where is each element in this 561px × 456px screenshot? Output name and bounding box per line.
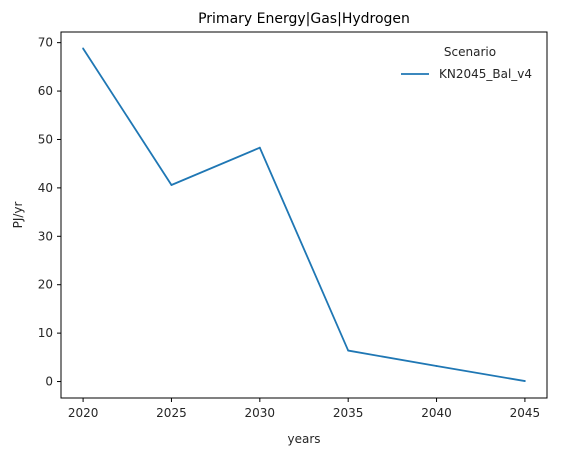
x-tick-label: 2045	[510, 406, 541, 420]
series-layer	[82, 47, 526, 382]
data-point	[170, 184, 173, 186]
x-tick-label: 2030	[245, 406, 276, 420]
legend: Scenario KN2045_Bal_v4	[401, 45, 532, 81]
x-tick-label: 2035	[333, 406, 364, 420]
x-tick-label: 2020	[68, 406, 99, 420]
y-axis-label: PJ/yr	[11, 202, 25, 229]
x-axis-label: years	[287, 432, 320, 446]
y-tick-label: 10	[38, 326, 53, 340]
data-point	[347, 349, 350, 352]
x-axis: 2020 2025 2030 2035 2040 2045	[68, 398, 540, 420]
y-tick-label: 60	[38, 84, 53, 98]
data-point	[258, 146, 261, 149]
y-tick-label: 50	[38, 132, 53, 146]
data-point	[82, 47, 84, 50]
y-tick-label: 0	[45, 375, 53, 389]
y-tick-label: 20	[38, 278, 53, 292]
legend-title: Scenario	[444, 45, 496, 59]
chart-title: Primary Energy|Gas|Hydrogen	[198, 11, 410, 27]
y-tick-label: 70	[38, 36, 53, 50]
data-point	[435, 365, 438, 367]
plot-area	[60, 31, 548, 399]
legend-label: KN2045_Bal_v4	[439, 67, 532, 81]
x-tick-label: 2025	[156, 406, 187, 420]
series-line	[82, 47, 526, 382]
y-axis: 0 10 20 30 40 50 60 70	[38, 36, 61, 389]
y-tick-label: 30	[38, 229, 53, 243]
data-point	[524, 380, 526, 382]
y-tick-label: 40	[38, 181, 53, 195]
x-tick-label: 2040	[421, 406, 452, 420]
